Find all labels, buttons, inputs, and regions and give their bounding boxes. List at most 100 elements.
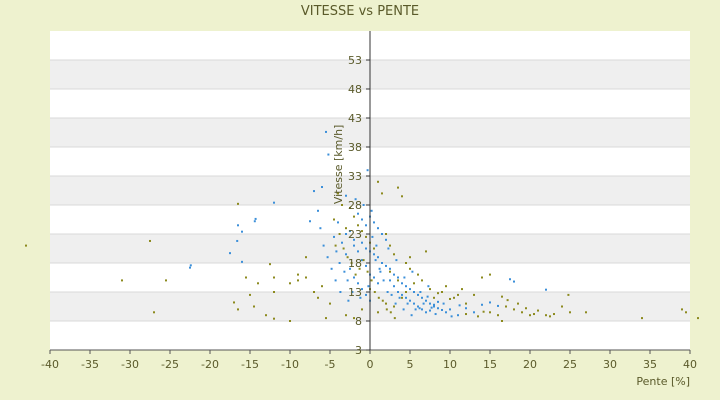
data-point <box>422 302 425 305</box>
data-point <box>411 270 414 273</box>
x-tick-labels: -40 -35 -30 -25 -20 -15 -10 -5 0 5 10 15 20 25 30 35 40 <box>41 350 697 371</box>
data-point <box>361 241 363 244</box>
data-point <box>335 250 338 253</box>
data-point <box>434 313 437 316</box>
data-point <box>343 270 346 273</box>
data-point <box>305 276 307 279</box>
y-tick-label: 33 <box>348 170 362 183</box>
data-point <box>553 313 555 316</box>
data-point <box>370 279 373 282</box>
data-point <box>409 288 411 291</box>
data-point <box>361 218 363 221</box>
data-point <box>353 244 355 247</box>
data-point <box>339 291 342 293</box>
data-point <box>338 233 341 235</box>
x-tick-label: 15 <box>483 358 497 371</box>
data-point <box>373 253 375 256</box>
data-point <box>351 291 354 293</box>
data-point <box>337 192 339 195</box>
data-point <box>545 288 547 291</box>
data-point <box>357 282 359 285</box>
data-point <box>338 262 341 264</box>
data-point <box>25 244 27 247</box>
data-point <box>457 314 459 317</box>
data-points <box>25 130 699 322</box>
data-point <box>333 235 335 238</box>
data-point <box>501 320 503 322</box>
data-point <box>390 293 393 296</box>
data-point <box>419 291 422 293</box>
data-point <box>497 304 499 307</box>
y-tick-label: 53 <box>348 54 362 67</box>
x-tick-label: -35 <box>81 358 99 371</box>
data-point <box>330 267 333 270</box>
data-point <box>337 221 339 224</box>
data-point <box>382 279 385 282</box>
data-point <box>401 195 403 198</box>
data-point <box>430 306 433 309</box>
data-point <box>513 280 515 283</box>
y-tick-label: 18 <box>348 257 362 270</box>
data-point <box>327 153 330 156</box>
data-point <box>489 301 491 304</box>
data-point <box>389 279 391 282</box>
data-point <box>289 282 291 285</box>
data-point <box>465 313 467 316</box>
data-point <box>349 206 351 209</box>
data-point <box>421 308 423 311</box>
data-point <box>378 267 381 270</box>
data-point <box>397 291 399 293</box>
data-point <box>561 305 563 308</box>
data-point <box>681 308 683 311</box>
data-point <box>321 186 323 189</box>
x-tick-label: 40 <box>683 358 697 371</box>
data-point <box>406 302 409 305</box>
data-point <box>426 295 429 298</box>
data-point <box>417 293 419 296</box>
data-point <box>373 291 376 293</box>
x-axis-label: Pente [%] <box>636 375 690 388</box>
data-point <box>357 224 359 227</box>
data-point <box>269 263 271 266</box>
data-point <box>341 241 343 244</box>
x-tick-label: 35 <box>643 358 657 371</box>
data-point <box>362 259 365 262</box>
data-point <box>393 285 395 288</box>
data-point <box>441 308 443 311</box>
data-point <box>345 233 347 235</box>
y-tick-label: 28 <box>348 199 362 212</box>
data-point <box>418 307 421 310</box>
data-point <box>497 314 499 317</box>
data-point <box>425 250 427 253</box>
data-point <box>289 320 291 322</box>
data-point <box>345 227 347 230</box>
data-point <box>401 282 403 285</box>
data-point <box>394 302 397 305</box>
data-point <box>517 302 519 305</box>
data-point <box>165 279 167 282</box>
data-point <box>501 295 503 298</box>
data-point <box>305 256 307 259</box>
data-point <box>405 296 407 299</box>
data-point <box>405 262 407 264</box>
data-point <box>358 267 361 270</box>
data-point <box>387 247 390 250</box>
data-point <box>362 204 365 206</box>
x-tick-label: 25 <box>563 358 577 371</box>
data-point <box>321 285 323 288</box>
data-point <box>585 311 587 314</box>
data-point <box>449 308 451 311</box>
data-point <box>189 264 192 267</box>
data-point <box>241 260 243 263</box>
data-point <box>346 279 349 282</box>
data-point <box>334 244 337 247</box>
data-point <box>313 291 315 293</box>
data-point <box>398 296 401 299</box>
data-point <box>545 314 547 317</box>
data-point <box>349 230 351 233</box>
x-tick-label: 0 <box>367 358 374 371</box>
data-point <box>334 279 337 282</box>
y-tick-label: 48 <box>348 83 362 96</box>
